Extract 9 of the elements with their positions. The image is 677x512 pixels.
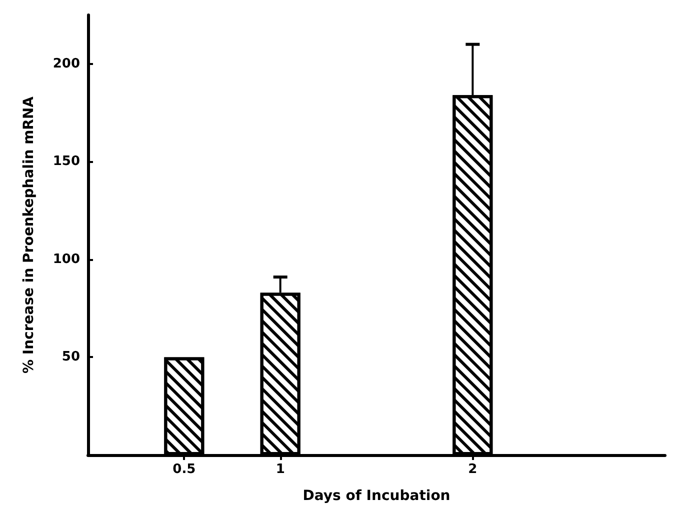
x-tick-label: 1 [276,462,285,477]
y-tick-label: 50 [62,350,80,365]
x-tick-label: 2 [468,462,478,477]
x-axis-title: Days of Incubation [302,488,450,504]
y-tick-label: 100 [52,252,80,267]
y-axis-title: % Increase in Proenkephalin mRNA [21,96,37,374]
y-tick-label: 200 [52,56,80,72]
y-tick-label: 150 [52,154,80,170]
x-tick-label: 0.5 [172,462,196,477]
